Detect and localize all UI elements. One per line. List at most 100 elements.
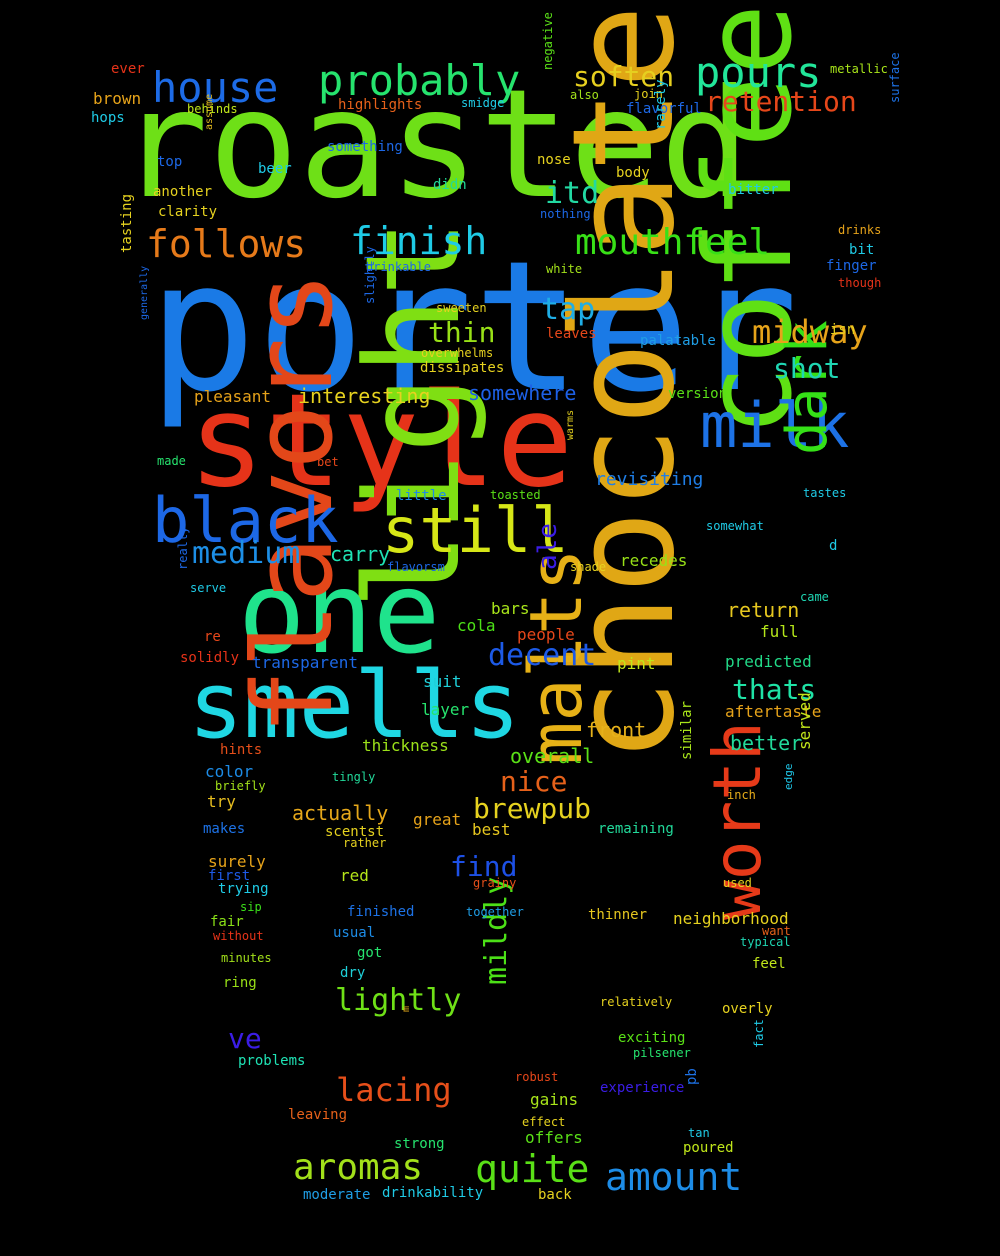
word-somewhere: somewhere (468, 381, 577, 405)
word-return: return (727, 598, 800, 622)
word-predicted: predicted (725, 652, 812, 671)
word-porter: porter (148, 223, 799, 432)
word-decent: decent (488, 638, 597, 673)
word-edge: edge (782, 763, 795, 791)
word-quite: quite (475, 1147, 590, 1191)
word-also: also (570, 88, 599, 102)
word-white: white (546, 262, 583, 276)
word-actually: actually (292, 801, 389, 825)
word-rarely: rarely (653, 79, 669, 130)
word-ever: ever (111, 61, 145, 77)
word-relatively: relatively (600, 995, 673, 1009)
word-though: though (838, 276, 882, 290)
word-neighborhood: neighborhood (673, 909, 789, 928)
word-mouthfeel: mouthfeel (575, 222, 771, 263)
word-metallic: metallic (830, 62, 888, 76)
word-fact: fact (752, 1019, 766, 1048)
word-medium: medium (192, 536, 301, 571)
word-problems: problems (238, 1053, 306, 1069)
word-nose: nose (537, 152, 571, 168)
word-fair: fair (210, 914, 244, 930)
word-serve: serve (190, 581, 227, 595)
word-transparent: transparent (252, 653, 358, 672)
word-remaining: remaining (598, 821, 674, 837)
word-without: without (213, 929, 264, 943)
word-black: black (152, 484, 339, 557)
word-shade: shade (570, 560, 607, 574)
word-body: body (616, 165, 650, 181)
word-drinkable: drinkable (366, 260, 432, 274)
word-nice: nice (500, 765, 568, 798)
word-amount: amount (605, 1155, 743, 1199)
word-somewhat: somewhat (706, 519, 764, 533)
word-typical: typical (740, 935, 791, 949)
word-want: want (762, 924, 791, 938)
word-version: version (668, 386, 728, 402)
word-slightly: slightly (363, 246, 377, 304)
word-top: top (157, 154, 183, 170)
word-house: house (152, 63, 279, 112)
word-one: one (238, 549, 441, 679)
word-hints: hints (220, 742, 263, 758)
word-bitter: bitter (728, 182, 779, 198)
word-aftertaste: aftertaste (725, 702, 822, 721)
word-rather: rather (343, 836, 387, 850)
word-soften: soften (573, 60, 675, 93)
word-scentst: scentst (325, 824, 385, 840)
word-join: join (634, 87, 663, 101)
word-red: red (340, 866, 369, 885)
word-thin: thin (428, 316, 496, 349)
word-color: color (205, 762, 254, 781)
word-tasting: tasting (119, 193, 135, 253)
word-leaves: leaves (546, 326, 597, 342)
word-brewpub: brewpub (473, 792, 592, 825)
word-best: best (472, 820, 511, 839)
word-dissipates: dissipates (420, 360, 505, 376)
word-midway: midway (752, 313, 868, 351)
word-generally: generally (139, 265, 150, 320)
word-re: re (204, 629, 221, 645)
word-clarity: clarity (158, 204, 218, 220)
word-ring: ring (223, 975, 257, 991)
word-lacing: lacing (336, 1071, 452, 1109)
word-shot: shot (773, 352, 841, 385)
word-trying: trying (218, 881, 269, 897)
word-effect: effect (522, 1115, 566, 1129)
word-style: style (188, 367, 574, 516)
word-m: m (401, 1005, 412, 1012)
word-retention: retention (705, 85, 857, 118)
word-robust: robust (515, 1070, 559, 1084)
word-moderate: moderate (303, 1187, 371, 1203)
word-feel: feel (752, 956, 786, 972)
word-surely: surely (208, 852, 266, 871)
word-similar: similar (679, 700, 695, 760)
word-lightly: lightly (335, 983, 462, 1018)
word-itd: itd (545, 176, 600, 211)
word-minutes: minutes (221, 951, 272, 965)
word-follows: follows (146, 222, 307, 266)
word-drinkability: drinkability (382, 1185, 484, 1201)
word-smells: smells (188, 652, 521, 759)
word-finger: finger (826, 258, 877, 274)
word-pb: pb (684, 1068, 700, 1085)
word-palatable: palatable (640, 333, 716, 349)
word-great: great (413, 810, 462, 829)
word-smidge: smidge (461, 96, 505, 110)
word-layer: layer (421, 700, 470, 719)
word-flavorful: flavorful (626, 101, 702, 117)
word-ve: ve (228, 1022, 262, 1055)
word-tingly: tingly (332, 770, 376, 784)
word-served: served (795, 692, 814, 750)
word-front: front (586, 718, 647, 742)
word-finished: finished (347, 904, 415, 920)
word-strong: strong (394, 1136, 445, 1152)
word-experience: experience (600, 1080, 685, 1096)
word-little: little (396, 488, 447, 504)
word-recedes: recedes (620, 551, 688, 570)
word-thinner: thinner (588, 907, 648, 923)
word-roasted: roasted (118, 58, 751, 232)
word-really: really (176, 526, 190, 570)
word-pours: pours (695, 48, 822, 97)
word-cola: cola (457, 616, 496, 635)
word-bars: bars (491, 599, 530, 618)
